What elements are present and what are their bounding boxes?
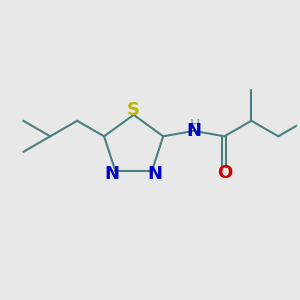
Text: N: N [186,122,201,140]
Text: N: N [148,165,163,183]
Text: S: S [127,101,140,119]
Text: H: H [189,118,200,132]
Text: O: O [217,164,232,182]
Text: N: N [105,165,120,183]
